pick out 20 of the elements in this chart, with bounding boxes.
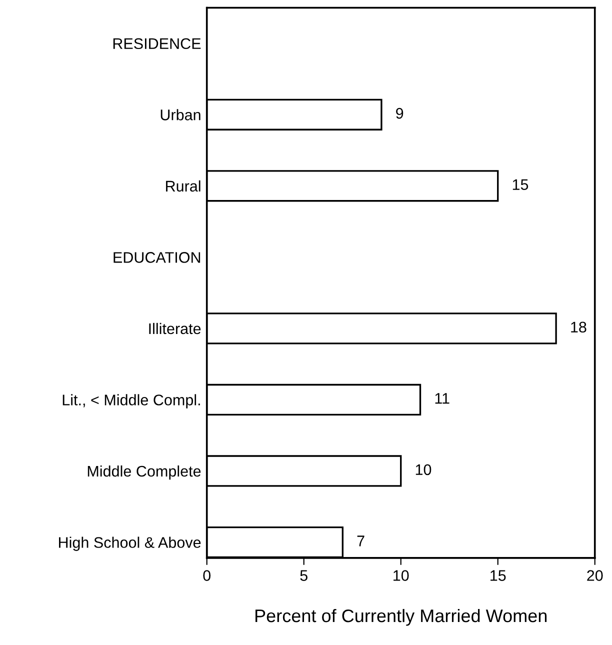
data-label: 10 [416, 464, 432, 476]
x-tick-label: 0 [203, 570, 211, 581]
x-axis-title: Percent of Currently Married Women [256, 608, 547, 626]
x-tick-label: 20 [587, 570, 603, 581]
x-tick-label: 15 [490, 570, 506, 581]
data-label: 15 [512, 179, 528, 190]
y-tick-label: EDUCATION [114, 252, 200, 263]
data-label: 9 [396, 108, 404, 119]
data-label: 7 [357, 536, 364, 546]
y-tick-label: High School & Above [59, 536, 201, 551]
y-tick-label: Urban [160, 109, 200, 120]
y-tick-label: Middle Complete [88, 465, 201, 480]
y-tick-label: RESIDENCE [113, 38, 201, 50]
y-tick-label: Rural [166, 180, 200, 192]
y-tick-label: Lit., < Middle Compl. [62, 394, 200, 408]
x-tick-label: 5 [300, 570, 308, 581]
data-label: 11 [435, 393, 450, 404]
x-tick-label: 10 [394, 570, 409, 581]
data-label: 18 [571, 322, 586, 333]
y-tick-label: Illiterate [149, 322, 201, 334]
